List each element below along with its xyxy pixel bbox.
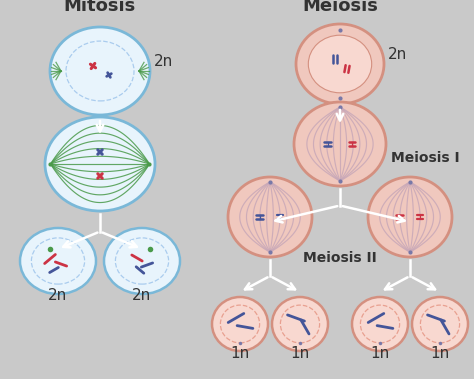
Ellipse shape [212,297,268,351]
Ellipse shape [412,297,468,351]
Text: Meiosis I: Meiosis I [391,151,460,165]
Text: Meiosis: Meiosis [302,0,378,15]
Text: Mitosis: Mitosis [64,0,136,15]
Text: 2n: 2n [48,288,68,303]
Ellipse shape [308,35,372,93]
Text: 1n: 1n [370,346,390,361]
Ellipse shape [368,177,452,257]
Ellipse shape [272,297,328,351]
Ellipse shape [50,27,150,115]
Text: 2n: 2n [132,288,152,303]
Ellipse shape [296,24,384,104]
Text: 2n: 2n [154,54,173,69]
Ellipse shape [294,102,386,186]
Text: Meiosis II: Meiosis II [303,251,377,265]
Text: 1n: 1n [291,346,310,361]
Ellipse shape [352,297,408,351]
Text: 1n: 1n [230,346,250,361]
Ellipse shape [228,177,312,257]
Ellipse shape [20,228,96,294]
Text: 2n: 2n [388,47,407,62]
Ellipse shape [45,117,155,211]
Ellipse shape [104,228,180,294]
Text: 1n: 1n [430,346,450,361]
